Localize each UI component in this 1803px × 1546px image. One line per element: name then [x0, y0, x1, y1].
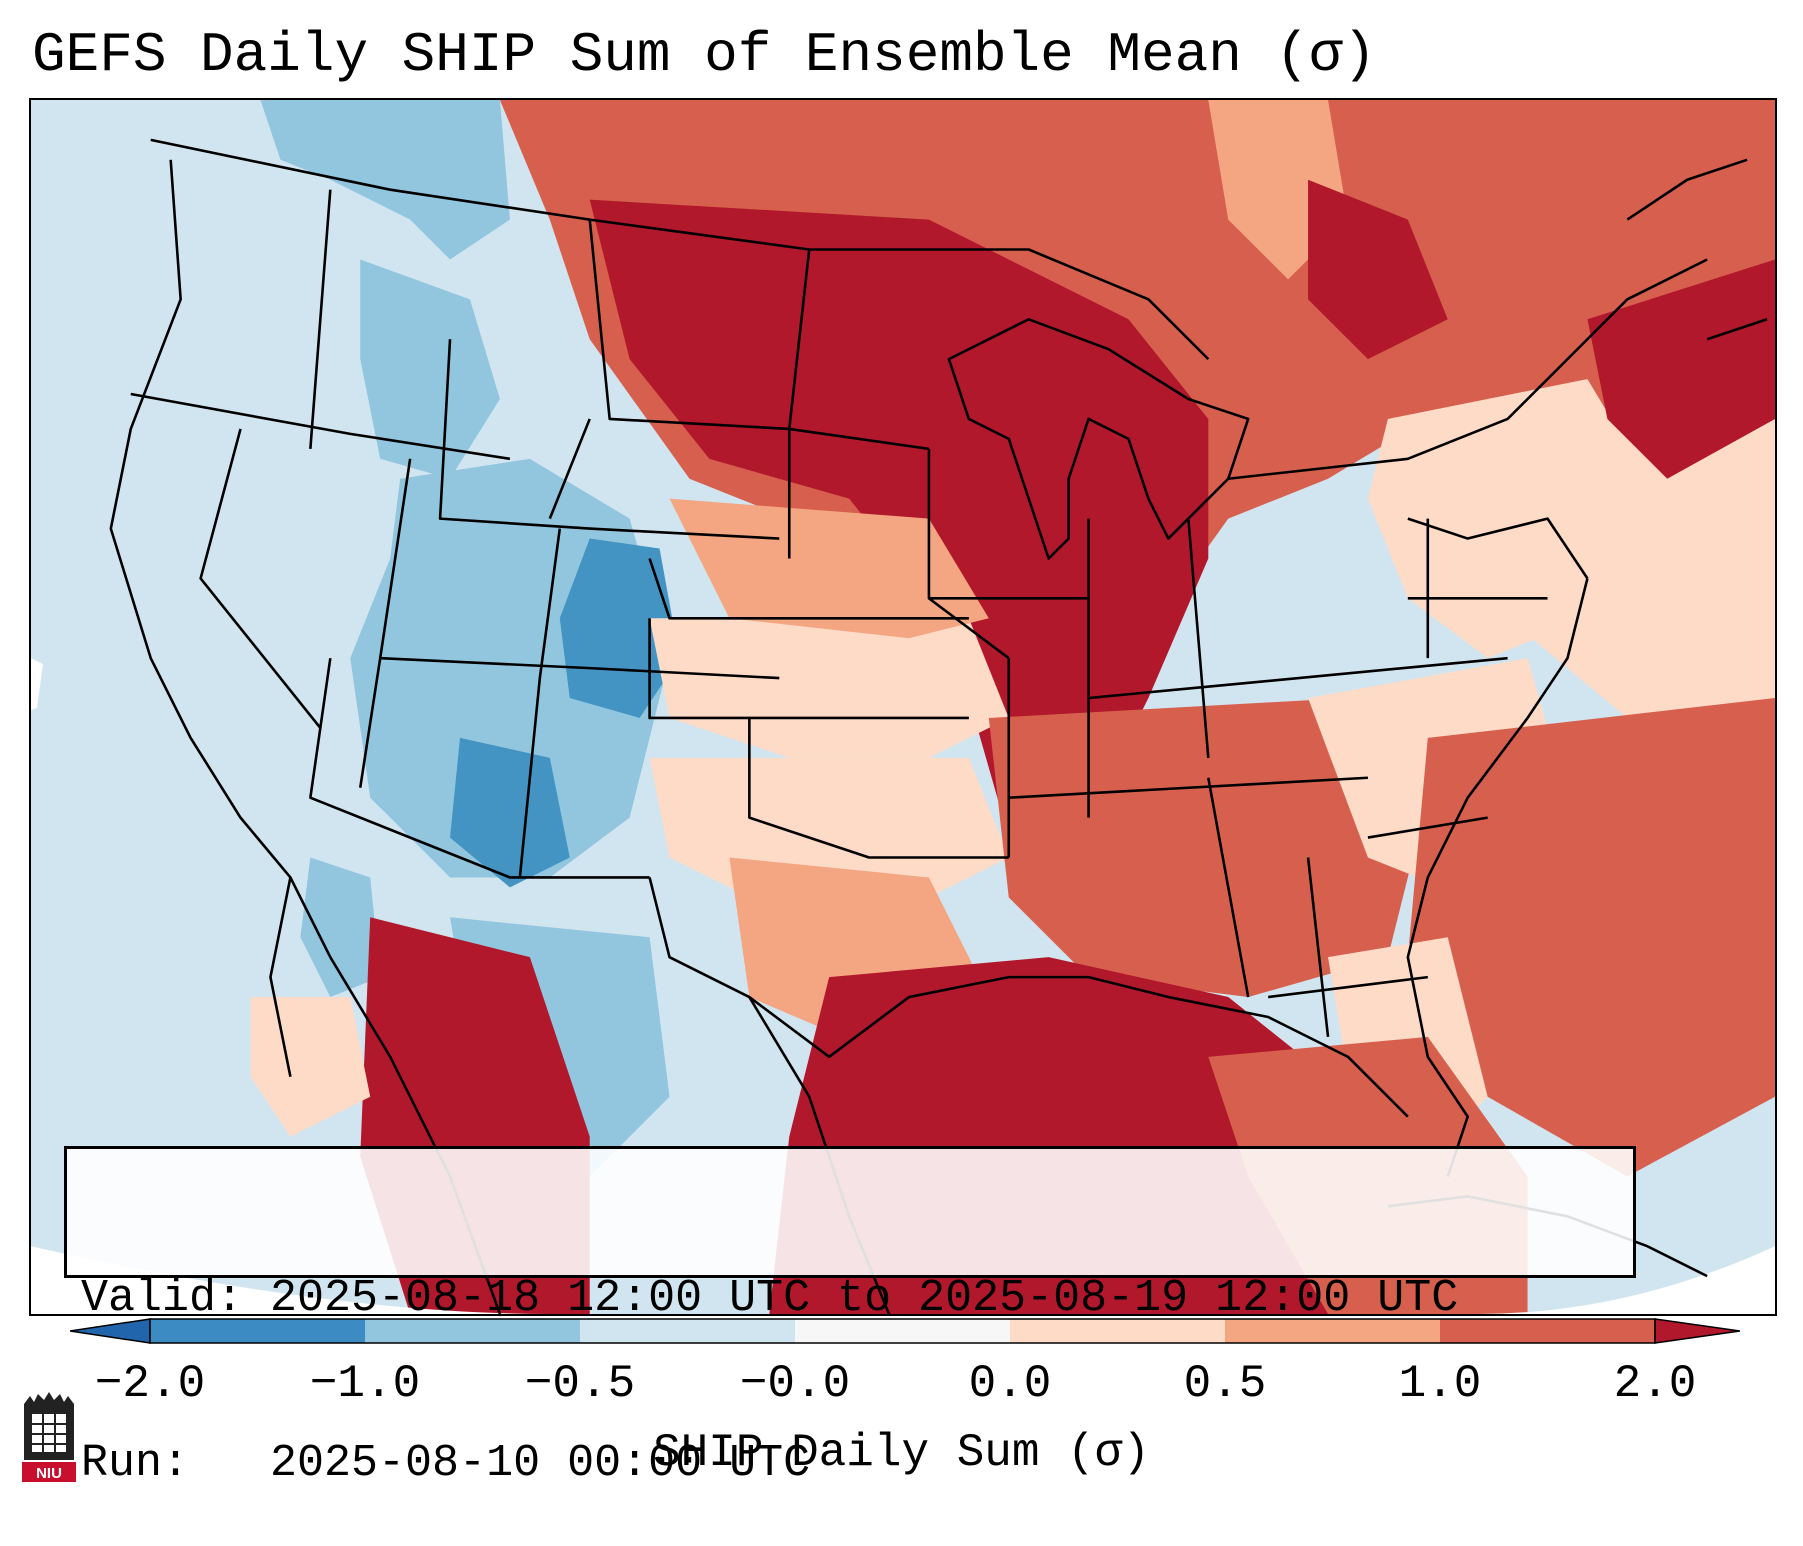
valid-time-text: Valid: 2025-08-18 12:00 UTC to 2025-08-1…	[81, 1273, 1459, 1324]
colorbar-tick-label: 0.5	[1183, 1358, 1267, 1410]
ship-anomaly-map	[31, 100, 1775, 1314]
colorbar-tick-label: −0.0	[739, 1358, 851, 1410]
run-time-text: Run: 2025-08-10 00:00 UTC	[81, 1438, 811, 1489]
projection-edge-bottom-right	[1477, 1246, 1775, 1314]
region-northeast-peach	[1367, 379, 1648, 659]
colorbar-segment	[795, 1319, 1010, 1343]
region-oklahoma-salmon	[669, 498, 989, 639]
gulf-coast	[748, 975, 1409, 1118]
colorbar-tick-label: 1.0	[1398, 1358, 1482, 1410]
region-new-england-dark	[1587, 259, 1775, 479]
pacific-coast	[109, 159, 332, 958]
colorbar-tick-label: 0.0	[968, 1358, 1052, 1410]
colorbar-label: SHIP Daily Sum (σ)	[653, 1427, 1150, 1479]
niu-logo: NIU	[20, 1390, 78, 1484]
colorbar-tick-label: −0.5	[524, 1358, 636, 1410]
colorbar-segment	[365, 1319, 580, 1343]
projection-edge-bottom-left	[31, 1246, 550, 1314]
region-southeast-salmon	[988, 698, 1428, 998]
atlantic-coast	[1406, 578, 1589, 1177]
great-lakes-outline	[947, 317, 1250, 560]
valid-run-info-box: Valid: 2025-08-18 12:00 UTC to 2025-08-1…	[64, 1146, 1636, 1489]
region-southwest-blue	[450, 737, 570, 888]
colorbar	[70, 1316, 1740, 1346]
region-southeast-coast-salmon	[1407, 698, 1775, 1177]
colorbar-tick-label: 2.0	[1613, 1358, 1697, 1410]
region-hudson-dark	[1308, 179, 1448, 360]
projection-edge-left-notch	[31, 658, 43, 710]
colorbar-under-arrow	[70, 1318, 151, 1344]
map-panel[interactable]	[29, 98, 1777, 1316]
region-kansas-peach	[649, 618, 1009, 758]
colorbar-tick-labels: −2.0 −1.0 −0.5 −0.0 0.0 0.5 1.0 2.0	[0, 1356, 1803, 1416]
colorbar-segment	[1440, 1319, 1655, 1343]
colorbar-tick-label: −1.0	[309, 1358, 421, 1410]
svg-text:NIU: NIU	[36, 1465, 62, 1482]
colorbar-segment	[1010, 1319, 1225, 1343]
region-baja-blue	[300, 857, 381, 998]
colorbar-segment	[580, 1319, 795, 1343]
map-title: GEFS Daily SHIP Sum of Ensemble Mean (σ)	[32, 23, 1377, 87]
colorbar-over-arrow	[1654, 1318, 1740, 1344]
colorbar-tick-label: −2.0	[94, 1358, 206, 1410]
region-northwest-blue	[260, 100, 510, 260]
region-idaho-blue	[360, 259, 500, 479]
colorbar-segment	[150, 1319, 365, 1343]
colorbar-segment	[1225, 1319, 1440, 1343]
